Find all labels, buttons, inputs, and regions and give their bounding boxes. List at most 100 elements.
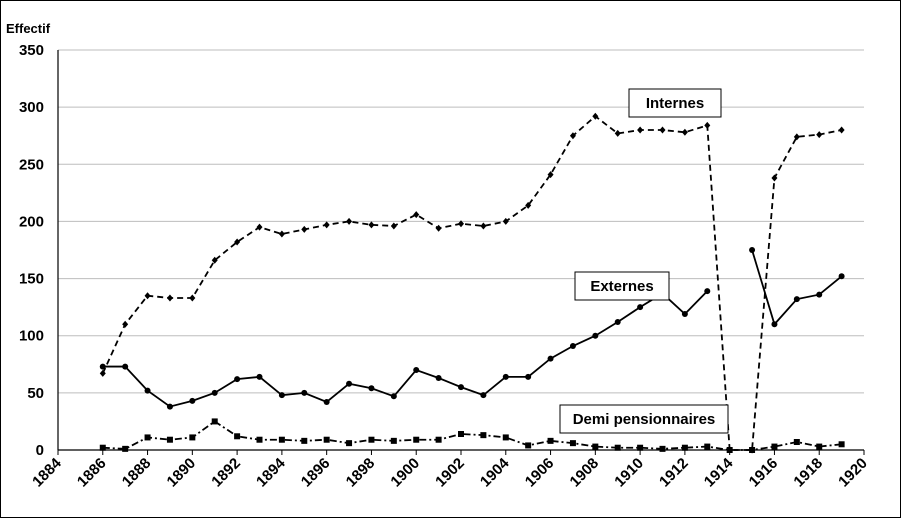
data-point-demi-pensionnaires [614,444,621,451]
data-point-internes [614,129,621,137]
data-point-demi-pensionnaires [793,439,800,445]
data-point-demi-pensionnaires [525,442,532,449]
data-point-internes [413,211,420,219]
data-point-demi-pensionnaires [234,433,241,440]
data-point-internes [592,112,599,120]
y-tick-label: 150 [19,271,44,288]
data-point-internes [637,126,644,134]
data-point-externes [166,403,173,410]
data-point-demi-pensionnaires [480,432,487,439]
data-point-demi-pensionnaires [390,437,397,444]
x-tick-label: 1908 [567,455,603,491]
data-point-demi-pensionnaires [659,445,666,452]
data-point-internes [816,131,823,139]
data-point-demi-pensionnaires [346,440,353,447]
y-axis-label: Effectif [6,21,51,36]
data-point-internes [278,230,285,238]
data-point-demi-pensionnaires [704,443,711,450]
data-point-externes [413,367,420,373]
x-tick-label: 1900 [387,455,423,491]
series-externes [99,247,845,410]
data-point-externes [435,375,442,381]
data-point-internes [234,238,241,246]
data-point-externes [368,385,375,392]
data-point-internes [681,128,688,136]
series-line-externes [102,290,708,408]
data-point-externes [569,343,576,349]
data-point-demi-pensionnaires [189,434,196,441]
data-point-externes [211,389,218,396]
y-tick-label: 200 [19,213,44,230]
data-point-demi-pensionnaires [256,436,263,443]
data-point-demi-pensionnaires [144,434,151,441]
x-tick-label: 1888 [119,455,155,491]
data-point-externes [749,247,756,253]
data-point-demi-pensionnaires [592,443,599,450]
data-point-internes [166,294,173,302]
data-point-internes [458,220,464,228]
data-point-demi-pensionnaires [681,444,688,451]
y-tick-label: 0 [36,442,44,459]
x-tick-label: 1910 [611,455,647,491]
data-point-externes [838,273,845,280]
data-point-externes [390,393,397,400]
data-point-externes [547,355,554,362]
y-tick-label: 100 [19,328,44,345]
data-point-internes [704,121,711,129]
x-tick-label: 1920 [835,455,871,491]
data-point-externes [144,387,151,394]
data-point-demi-pensionnaires [771,443,778,450]
data-point-demi-pensionnaires [323,436,330,443]
y-tick-label: 250 [19,156,44,173]
annotation-box-demi-pensionnaires [559,404,729,434]
data-point-internes [144,292,151,300]
y-tick-label: 50 [27,385,44,402]
data-point-internes [346,217,353,225]
x-tick-label: 1886 [74,455,110,491]
data-point-externes [234,376,241,383]
data-point-internes [502,217,509,225]
data-point-internes [390,222,397,230]
data-point-demi-pensionnaires [749,447,756,453]
annotation-label-demi-pensionnaires: Demi pensionnaires [573,411,716,428]
data-point-internes [547,171,554,179]
data-point-internes [189,294,196,302]
annotation-label-externes: Externes [590,278,653,295]
x-tick-label: 1884 [29,454,65,490]
data-point-externes [458,384,464,391]
data-point-internes [793,133,800,141]
data-point-internes [435,224,442,232]
series-layer [99,112,845,454]
data-point-internes [659,126,666,134]
y-tick-label: 300 [19,99,44,116]
data-point-demi-pensionnaires [413,436,420,443]
data-point-internes [301,225,308,233]
x-tick-label: 1912 [656,455,692,491]
data-point-demi-pensionnaires [435,436,442,443]
annotation-box-externes [574,271,670,301]
data-point-demi-pensionnaires [99,444,106,451]
annotation-box-internes [628,88,722,118]
data-point-externes [480,392,487,399]
data-point-demi-pensionnaires [816,443,823,450]
x-tick-label: 1904 [477,454,513,490]
data-point-externes [681,311,688,317]
data-point-demi-pensionnaires [166,436,173,443]
data-point-internes [771,174,778,182]
data-point-internes [211,256,218,264]
data-point-externes [99,363,106,370]
axes: 0 50 100 150 200 250 300 350 Effectif 1884 1886 188… [6,21,871,490]
series-internes [99,112,845,454]
data-point-externes [323,399,330,405]
data-point-internes [256,223,263,231]
x-tick-label: 1914 [701,454,737,490]
data-point-demi-pensionnaires [301,437,308,444]
data-point-demi-pensionnaires [502,434,509,441]
data-point-externes [793,296,800,303]
data-point-internes [122,320,129,328]
data-point-externes [256,373,263,380]
series-demi-pensionnaires [99,418,845,453]
x-tick-label: 1898 [343,455,379,491]
data-point-demi-pensionnaires [569,440,576,447]
